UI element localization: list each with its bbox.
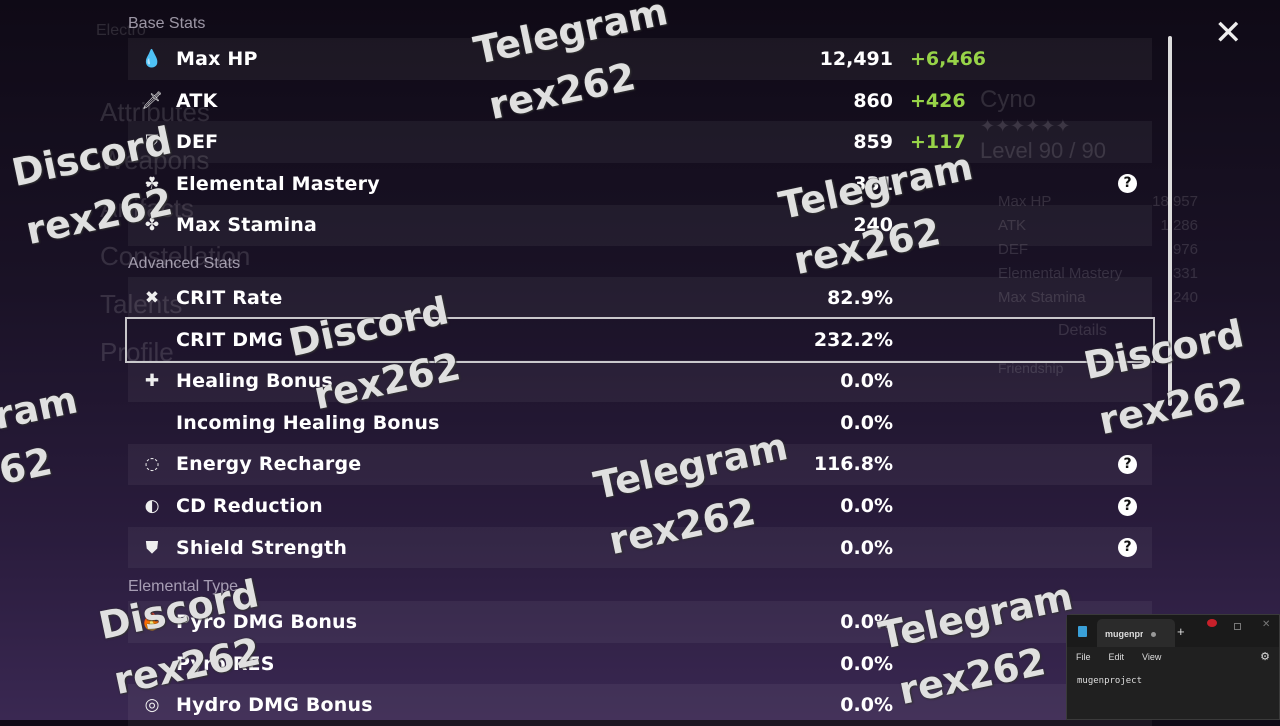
stat-label: Max Stamina (176, 214, 318, 237)
stat-row[interactable]: ☘ Elemental Mastery 331? (128, 163, 1152, 205)
bg-menu: Attributes Weapons Artifacts Constellati… (100, 88, 250, 376)
close-button[interactable]: ✕ (1214, 13, 1243, 53)
sword-icon: 🗡 (141, 90, 163, 111)
stat-label: DEF (176, 131, 219, 154)
menu-file[interactable]: File (1076, 652, 1091, 662)
stat-row[interactable]: Pyro RES 0.0% (128, 643, 1152, 685)
stat-value: 0.0% (840, 370, 893, 393)
stat-bonus: +117 (910, 131, 966, 154)
bg-menu-item: Constellation (100, 241, 251, 271)
scrollbar[interactable] (1168, 36, 1172, 406)
stat-label: Pyro RES (176, 652, 275, 675)
hp-drop-icon: 💧 (141, 49, 163, 69)
stat-label: ATK (176, 89, 218, 112)
stat-value: 232.2% (813, 329, 893, 352)
stat-label: Hydro DMG Bonus (176, 694, 373, 717)
bg-level: Level 90 / 90 (980, 138, 1106, 163)
menu-edit[interactable]: Edit (1108, 652, 1125, 662)
stat-value: 0.0% (840, 611, 893, 633)
stat-value: 0.0% (840, 495, 893, 517)
stat-row[interactable]: Incoming Healing Bonus 0.0% (128, 402, 1152, 444)
watermark-text: 62 (0, 439, 56, 494)
stamina-icon: ✤ (144, 215, 160, 236)
help-icon[interactable]: ? (1118, 454, 1137, 474)
stat-bonus: +426 (910, 89, 966, 112)
healing-cross-icon: ✚ (144, 371, 160, 392)
stat-row[interactable]: ✖ CRIT Rate 82.9% (128, 277, 1152, 319)
stat-row[interactable]: ◎ Hydro DMG Bonus 0.0% (128, 684, 1152, 726)
cd-reduction-icon: ◐ (144, 496, 160, 516)
bg-stats: Max HP 18,957 ATK 1,286 DEF 976 Elemental M… (998, 193, 1198, 306)
stat-label: Shield Strength (176, 536, 348, 559)
bg-char-name: Cyno (980, 86, 1037, 113)
help-icon[interactable]: ? (1118, 496, 1137, 516)
stat-label: CD Reduction (176, 495, 323, 517)
stat-value: 82.9% (827, 287, 893, 309)
stat-value: 116.8% (813, 453, 893, 476)
stat-value: 0.0% (840, 411, 893, 434)
stat-row[interactable]: ⛊ Shield Strength 0.0%? (128, 526, 1152, 569)
stat-label: Healing Bonus (176, 370, 333, 393)
notepad-tab[interactable]: mugenproject (1097, 619, 1175, 647)
stat-row[interactable]: ◌ Energy Recharge 116.8%? (128, 443, 1152, 486)
notepad-app-icon (1078, 626, 1087, 637)
stat-bonus: +6,466 (910, 48, 987, 70)
energy-recharge-icon: ◌ (144, 454, 160, 475)
hydro-icon: ◎ (144, 695, 160, 716)
bg-menu-item: Attributes (100, 97, 210, 127)
stat-label: Pyro DMG Bonus (176, 611, 358, 633)
bg-stars: ✦✦✦✦✦✦ (980, 116, 1071, 136)
new-tab-button[interactable]: + (1177, 624, 1185, 639)
stat-label: Energy Recharge (176, 453, 362, 476)
stat-label: Elemental Mastery (176, 172, 380, 195)
watermark-text: ram (0, 377, 82, 439)
stat-row[interactable]: ✚ Healing Bonus 0.0% (128, 360, 1152, 402)
close-window-button[interactable]: ✕ (1262, 619, 1271, 630)
menu-view[interactable]: View (1142, 652, 1162, 662)
stat-label: CRIT DMG (176, 329, 284, 352)
section-base-stats: Base Stats (128, 15, 206, 32)
stat-row[interactable]: ✤ Max Stamina 240 (128, 204, 1152, 247)
stat-value: 860 (853, 89, 893, 112)
shield-icon: ⛨ (145, 132, 159, 153)
crit-rate-icon: ✖ (144, 288, 160, 308)
mastery-icon: ☘ (144, 173, 160, 194)
pyro-icon: 🔥 (141, 612, 163, 632)
unsaved-dot-icon (1151, 632, 1156, 638)
bg-menu-item: Artifacts (100, 193, 194, 223)
stat-row[interactable]: ◐ CD Reduction 0.0%? (128, 485, 1152, 527)
minimize-button[interactable] (1207, 619, 1217, 627)
section-advanced-stats: Advanced Stats (128, 255, 241, 272)
stat-label: CRIT Rate (176, 287, 283, 309)
bg-menu-item: Weapons (100, 145, 210, 175)
section-elemental-type: Elemental Type (128, 578, 238, 595)
stat-row[interactable]: 💧 Max HP 12,491 +6,466 (128, 38, 1152, 80)
stat-value: 859 (853, 131, 893, 154)
stat-value: 12,491 (819, 48, 893, 70)
help-icon[interactable]: ? (1118, 174, 1137, 194)
stat-row[interactable]: 🔥 Pyro DMG Bonus 0.0% (128, 601, 1152, 643)
stat-value: 0.0% (840, 694, 893, 717)
maximize-button[interactable] (1234, 623, 1241, 630)
stat-row[interactable]: 🗡 ATK 860 +426 (128, 80, 1152, 122)
notepad-content[interactable]: mugenproject (1077, 676, 1143, 686)
bg-element: Electro (96, 22, 146, 39)
stat-value: 331 (853, 172, 893, 195)
help-icon[interactable]: ? (1118, 538, 1137, 558)
stat-value: 240 (853, 214, 893, 237)
stat-value: 0.0% (840, 536, 893, 559)
shield-strength-icon: ⛊ (145, 537, 159, 558)
bg-details: Details (1058, 322, 1107, 339)
stat-label: Incoming Healing Bonus (176, 411, 440, 434)
bg-menu-item: Talents (100, 289, 183, 319)
stat-label: Max HP (176, 48, 258, 70)
bg-menu-item: Profile (100, 337, 174, 367)
notepad-window: mugenproject + ✕ File Edit View ⚙ mugenp… (1066, 614, 1280, 720)
stat-value: 0.0% (840, 652, 893, 675)
stat-row[interactable]: ⛨ DEF 859 +117 (128, 121, 1152, 163)
bg-friendship: Friendship (998, 360, 1064, 376)
stat-row[interactable]: CRIT DMG 232.2% (125, 317, 1155, 364)
settings-gear-icon[interactable]: ⚙ (1260, 651, 1270, 663)
